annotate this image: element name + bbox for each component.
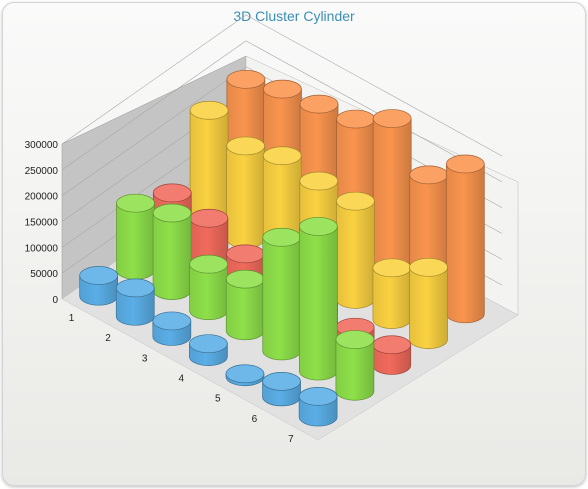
x-tick-label: 7 (288, 434, 294, 445)
cylinder-bar (298, 387, 338, 427)
cylinder-bar (152, 311, 192, 346)
y-tick-label: 50000 (30, 269, 58, 280)
y-tick-label: 250000 (25, 166, 59, 177)
cylinder-bar (262, 227, 302, 361)
y-tick-label: 0 (52, 295, 58, 306)
x-tick-label: 5 (215, 394, 221, 405)
x-tick-label: 4 (178, 374, 184, 385)
gridline (61, 66, 503, 208)
x-tick-label: 2 (105, 333, 111, 344)
cylinder-bar (262, 372, 301, 407)
gridline (61, 40, 503, 183)
cylinder-bar (189, 100, 229, 229)
y-tick-label: 100000 (25, 243, 59, 254)
cylinder-bar (372, 335, 412, 375)
cylinder-bar (372, 109, 412, 283)
cylinder-bar (225, 364, 265, 387)
x-tick-label: 6 (252, 414, 258, 425)
cylinder-bar (225, 269, 265, 341)
y-tick-label: 300000 (25, 140, 59, 151)
cylinder-bar (372, 258, 412, 329)
y-tick-label: 200000 (25, 192, 59, 203)
cylinder-bar (409, 257, 448, 349)
cylinder-bar (189, 254, 228, 320)
cylinder-bar (116, 193, 155, 280)
cylinder-bar (152, 203, 192, 300)
x-tick-label: 3 (142, 353, 148, 364)
x-tick-label: 1 (69, 313, 75, 324)
cylinder-bar (298, 217, 338, 381)
chart-title: 3D Cluster Cylinder (233, 8, 355, 24)
cylinder-bar (189, 334, 228, 366)
cylinder-bar (115, 278, 155, 326)
cylinder-bar (226, 136, 266, 249)
gridline (61, 14, 503, 157)
cylinder-bar (445, 154, 485, 324)
y-tick-label: 150000 (25, 218, 59, 229)
cylinder-bar (335, 330, 375, 401)
cylinder-bar (336, 191, 375, 309)
cylinder-bar (79, 266, 119, 306)
